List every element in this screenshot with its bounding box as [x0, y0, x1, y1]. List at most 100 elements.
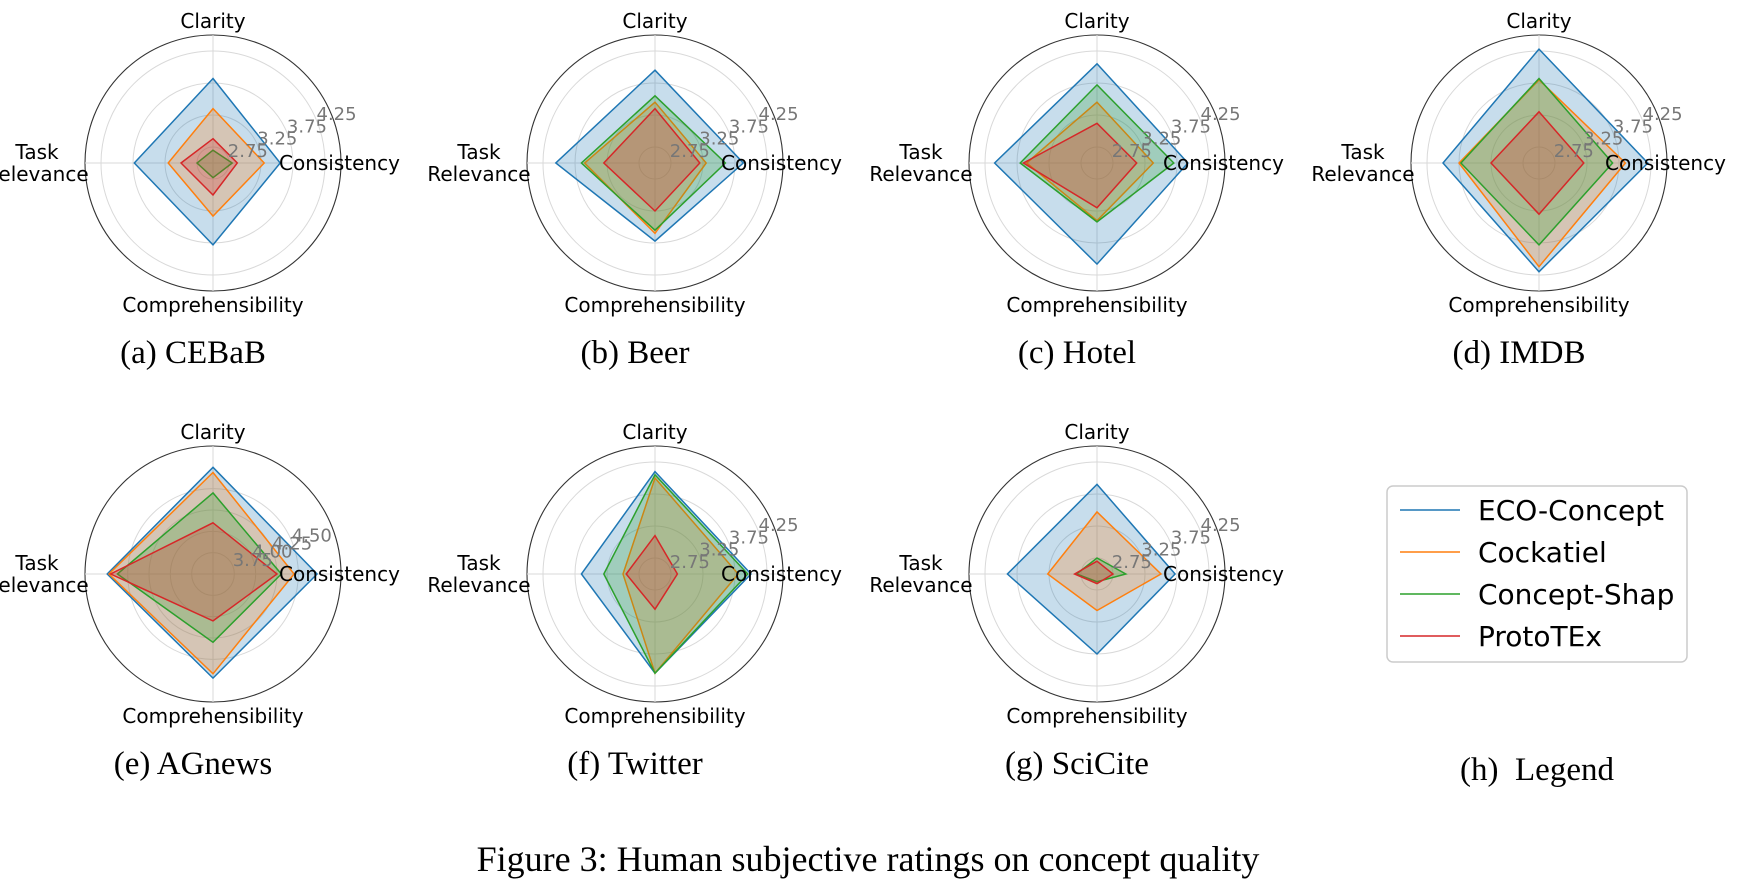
subfigure-caption: (c) Hotel: [1018, 335, 1136, 371]
rtick-label: 3.25: [699, 129, 739, 150]
series-concept-shap: [602, 473, 749, 675]
series-prototex: [625, 534, 679, 611]
series-eco-concept: [993, 62, 1189, 266]
rtick-label: 2.75: [228, 141, 268, 162]
rtick-label: 4.25: [759, 104, 799, 125]
radar-panel-a-cebab: 2.753.253.754.25 Clarity Consistency Compre…: [0, 9, 400, 371]
rtick-label: 3.75: [1171, 527, 1211, 548]
axis-label-clarity: Clarity: [1506, 9, 1571, 33]
subfigure-caption: (b) Beer: [580, 335, 689, 371]
axis-label-consistency: Consistency: [1163, 562, 1284, 586]
axis-label-clarity: Clarity: [180, 9, 245, 33]
rtick-label: 4.25: [1201, 515, 1241, 536]
series-concept-shap: [1019, 83, 1175, 223]
axis-label-consistency: Consistency: [279, 151, 400, 175]
series-cockatiel: [107, 471, 296, 675]
rtick-label: 3.75: [1171, 116, 1211, 137]
series-eco-concept: [1006, 483, 1177, 656]
rtick-label: 3.75: [729, 527, 769, 548]
legend-caption: (h) Legend: [1460, 752, 1614, 788]
axis-label-comprehensibility: Comprehensibility: [564, 293, 745, 317]
radar-panels: 2.753.253.754.25ClarityConsistencyCompre…: [0, 9, 1726, 782]
series-prototex: [179, 137, 239, 197]
rtick-label: 3.25: [1141, 129, 1181, 150]
rtick-label: 3.75: [287, 116, 327, 137]
rtick-label: 4.25: [759, 515, 799, 536]
rtick-label: 4.25: [1643, 104, 1683, 125]
radar-panel-d-imdb: 2.753.253.754.25 Clarity Consistency Compre…: [1311, 9, 1726, 371]
legend-label-concept-shap: Concept-Shap: [1478, 578, 1674, 611]
axis-label-consistency: Consistency: [1605, 151, 1726, 175]
subfigure-caption: (d) IMDB: [1453, 335, 1586, 371]
rtick-label: 4.50: [292, 525, 332, 546]
rtick-label: 2.75: [1112, 552, 1152, 573]
radar-panel-f-twitter: 2.753.253.754.25 Clarity Consistency Compre…: [427, 420, 842, 782]
series-prototex: [108, 521, 279, 622]
axis-label-comprehensibility: Comprehensibility: [122, 704, 303, 728]
axis-label-clarity: Clarity: [1064, 9, 1129, 33]
rtick-label: 4.25: [317, 104, 357, 125]
figure-caption: Figure 3: Human subjective ratings on co…: [477, 839, 1260, 879]
series-concept-shap: [195, 149, 234, 179]
series-concept-shap: [1459, 77, 1614, 247]
axis-label-comprehensibility: Comprehensibility: [122, 293, 303, 317]
series-prototex: [1021, 122, 1138, 209]
rtick-label: 3.75: [1613, 116, 1653, 137]
axis-label-clarity: Clarity: [1064, 420, 1129, 444]
series-prototex: [1489, 110, 1585, 216]
rtick-label: 2.75: [1554, 141, 1594, 162]
rtick-label: 3.75: [233, 550, 273, 571]
rtick-label: 3.25: [257, 129, 297, 150]
axis-label-clarity: Clarity: [180, 420, 245, 444]
rtick-label: 2.75: [1112, 141, 1152, 162]
legend-label-eco-concept: ECO-Concept: [1478, 494, 1664, 527]
series-eco-concept: [554, 69, 745, 243]
axis-label-consistency: Consistency: [721, 562, 842, 586]
legend: ECO-Concept Cockatiel Concept-Shap Proto…: [1386, 485, 1688, 663]
series-eco-concept: [133, 77, 282, 247]
axis-label-comprehensibility: Comprehensibility: [1006, 704, 1187, 728]
radar-panel-c-hotel: 2.753.253.754.25 Clarity Consistency Compre…: [869, 9, 1284, 371]
rtick-label: 4.25: [1201, 104, 1241, 125]
axis-label-consistency: Consistency: [721, 151, 842, 175]
subfigure-caption: (e) AGnews: [114, 746, 273, 782]
legend-label-cockatiel: Cockatiel: [1478, 536, 1607, 569]
rtick-label: 3.75: [729, 116, 769, 137]
series-concept-shap: [580, 94, 727, 232]
series-cockatiel: [1025, 101, 1155, 222]
axis-label-comprehensibility: Comprehensibility: [1006, 293, 1187, 317]
series-cockatiel: [167, 107, 266, 218]
axis-label-consistency: Consistency: [279, 562, 400, 586]
subfigure-caption: (g) SciCite: [1005, 746, 1149, 782]
axis-label-consistency: Consistency: [1163, 151, 1284, 175]
series-eco-concept: [1442, 47, 1649, 273]
series-prototex: [602, 107, 701, 213]
axis-label-clarity: Clarity: [622, 420, 687, 444]
rtick-label: 4.25: [272, 534, 312, 555]
rtick-label: 3.25: [699, 540, 739, 561]
rtick-label: 4.00: [252, 542, 292, 563]
series-concept-shap: [116, 491, 283, 644]
series-eco-concept: [106, 466, 319, 680]
subfigure-caption: (f) Twitter: [567, 746, 702, 782]
rtick-label: 2.75: [670, 141, 710, 162]
series-cockatiel: [1046, 510, 1163, 612]
radar-panel-b-beer: 2.753.253.754.25 Clarity Consistency Compre…: [427, 9, 842, 371]
axis-label-comprehensibility: Comprehensibility: [564, 704, 745, 728]
legend-frame: [1386, 485, 1688, 663]
radar-panel-g-scicite: 2.753.253.754.25 Clarity Consistency Compre…: [869, 420, 1284, 782]
legend-label-prototex: ProtoTEx: [1478, 620, 1602, 653]
radar-panel-e-agnews: 3.754.004.254.50 Clarity Consistency Compre…: [0, 420, 400, 782]
subfigure-caption: (a) CEBaB: [120, 335, 266, 371]
series-prototex: [1072, 560, 1115, 585]
axis-label-comprehensibility: Comprehensibility: [1448, 293, 1629, 317]
rtick-label: 2.75: [670, 552, 710, 573]
